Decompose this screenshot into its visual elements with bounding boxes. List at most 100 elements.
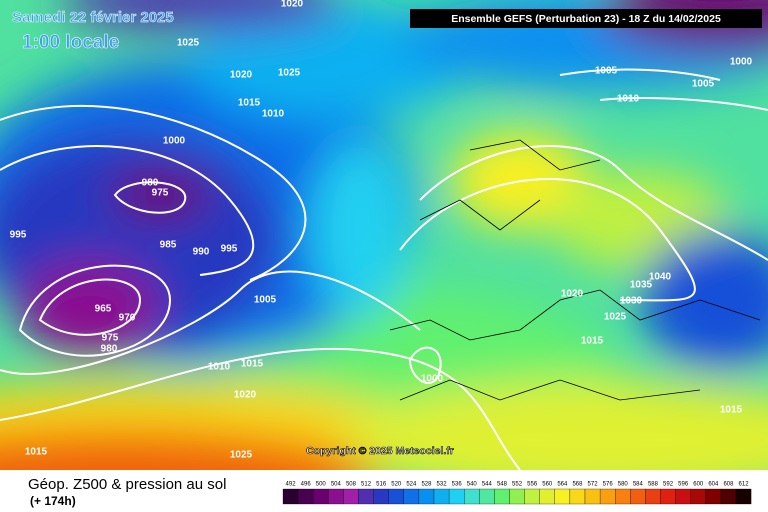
isobar-label: 990: [193, 247, 210, 258]
isobar-label: 1015: [581, 336, 604, 347]
isobar-label: 1005: [254, 295, 277, 306]
isobar: [38, 278, 142, 336]
isobar-label: 1025: [278, 68, 301, 79]
isobar: [0, 104, 307, 281]
isobar-label: 1015: [720, 405, 743, 416]
footer-title: Géop. Z500 & pression au sol: [28, 476, 226, 493]
isobar-label: 1000: [730, 57, 753, 68]
isobar-label: 1005: [692, 79, 715, 90]
isobar: [0, 145, 255, 276]
scale-label: 500: [316, 482, 327, 488]
isobar-label: 1030: [620, 296, 643, 307]
isobar-label: 995: [221, 244, 238, 255]
scale-label: 532: [437, 482, 448, 488]
scale-swatch: [297, 488, 314, 505]
isobar-label: 1000: [163, 136, 186, 147]
isobar-label: 1000: [421, 374, 444, 385]
isobar-label: 1025: [177, 38, 200, 49]
scale-swatch: [720, 488, 737, 505]
scale-swatch: [584, 488, 601, 505]
scale-label: 604: [708, 482, 719, 488]
isobar: [18, 264, 172, 357]
isobar: [113, 181, 187, 214]
scale-label: 520: [391, 482, 402, 488]
isobar: [408, 346, 442, 384]
isobar-label: 1025: [604, 312, 627, 323]
scale-swatch: [524, 488, 540, 505]
isobar: [0, 347, 521, 470]
isobar-label: 995: [10, 230, 27, 241]
scale-swatch: [403, 488, 420, 505]
model-box: [410, 9, 762, 28]
isobar-label: 1010: [262, 109, 285, 120]
isobar-label: 985: [160, 240, 177, 251]
scale-swatch: [554, 488, 571, 505]
scale-swatch: [735, 488, 752, 505]
scale-swatch: [569, 488, 586, 505]
isobar-label: 980: [142, 178, 159, 189]
isobar: [419, 145, 768, 261]
scale-label: 496: [301, 482, 312, 488]
scale-label: 504: [331, 482, 342, 488]
scale-label: 540: [467, 482, 478, 488]
isobar-label: 975: [152, 188, 169, 199]
isobar: [559, 68, 768, 111]
scale-swatch: [328, 488, 344, 505]
isobar-label: 1020: [561, 289, 584, 300]
scale-swatch: [433, 488, 450, 505]
scale-swatch: [313, 488, 329, 505]
scale-swatch: [343, 488, 359, 505]
scale-swatch: [630, 488, 646, 505]
isobar-label: 975: [102, 333, 119, 344]
isobar-label: 1010: [617, 94, 640, 105]
scale-label: 528: [421, 482, 432, 488]
isobar-label: 1020: [234, 390, 257, 401]
date: Samedi 22 février 2025: [12, 9, 174, 26]
scale-swatch: [705, 488, 722, 505]
scale-label: 560: [542, 482, 553, 488]
scale-label: 552: [512, 482, 523, 488]
scale-swatch: [599, 488, 616, 505]
isobar-label: 1025: [230, 450, 253, 461]
scale-label: 556: [527, 482, 538, 488]
isobar-label: 970: [119, 313, 136, 324]
isobar-label: 1005: [595, 66, 618, 77]
scale-swatch: [448, 488, 465, 505]
isobar-label: 965: [95, 304, 112, 315]
scale-label: 568: [572, 482, 583, 488]
scale-label: 516: [376, 482, 387, 488]
scale-label: 572: [588, 482, 599, 488]
scale-label: 596: [678, 482, 689, 488]
isobar-label: 1020: [281, 0, 304, 10]
scale-label: 536: [452, 482, 463, 488]
scale-swatch: [509, 488, 525, 505]
scale-swatch: [660, 488, 676, 505]
scale-label: 612: [739, 482, 750, 488]
scale-swatch: [645, 488, 661, 505]
scale-label: 508: [346, 482, 357, 488]
scale-swatch: [494, 488, 510, 505]
scale-swatch: [464, 488, 480, 505]
isobar-label: 980: [101, 344, 118, 355]
scale-label: 564: [557, 482, 568, 488]
isobar-label: 1015: [25, 447, 48, 458]
scale-label: 548: [497, 482, 508, 488]
scale-label: 580: [618, 482, 629, 488]
isobar-label: 1035: [630, 280, 653, 291]
footer-lead: (+ 174h): [30, 494, 76, 508]
isobar-label: 1020: [230, 70, 253, 81]
scale-swatch: [539, 488, 555, 505]
scale-label: 576: [603, 482, 614, 488]
scale-label: 584: [633, 482, 644, 488]
scale-swatch: [690, 488, 706, 505]
scale-label: 512: [361, 482, 372, 488]
scale-label: 600: [693, 482, 704, 488]
isobar: [0, 270, 421, 375]
scale-label: 588: [648, 482, 659, 488]
local-time: 1:00 locale: [22, 32, 119, 53]
scale-swatch: [418, 488, 435, 505]
scale-label: 544: [482, 482, 493, 488]
